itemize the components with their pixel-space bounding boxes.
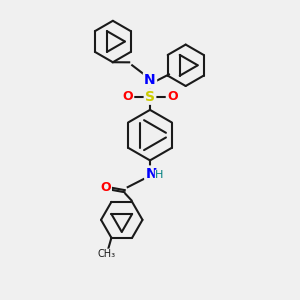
Text: N: N <box>144 73 156 87</box>
Text: O: O <box>167 90 178 103</box>
Text: S: S <box>145 89 155 103</box>
Text: O: O <box>100 181 111 194</box>
Text: O: O <box>122 90 133 103</box>
Text: H: H <box>155 170 164 180</box>
Text: CH₃: CH₃ <box>98 249 116 259</box>
Text: N: N <box>146 167 157 181</box>
